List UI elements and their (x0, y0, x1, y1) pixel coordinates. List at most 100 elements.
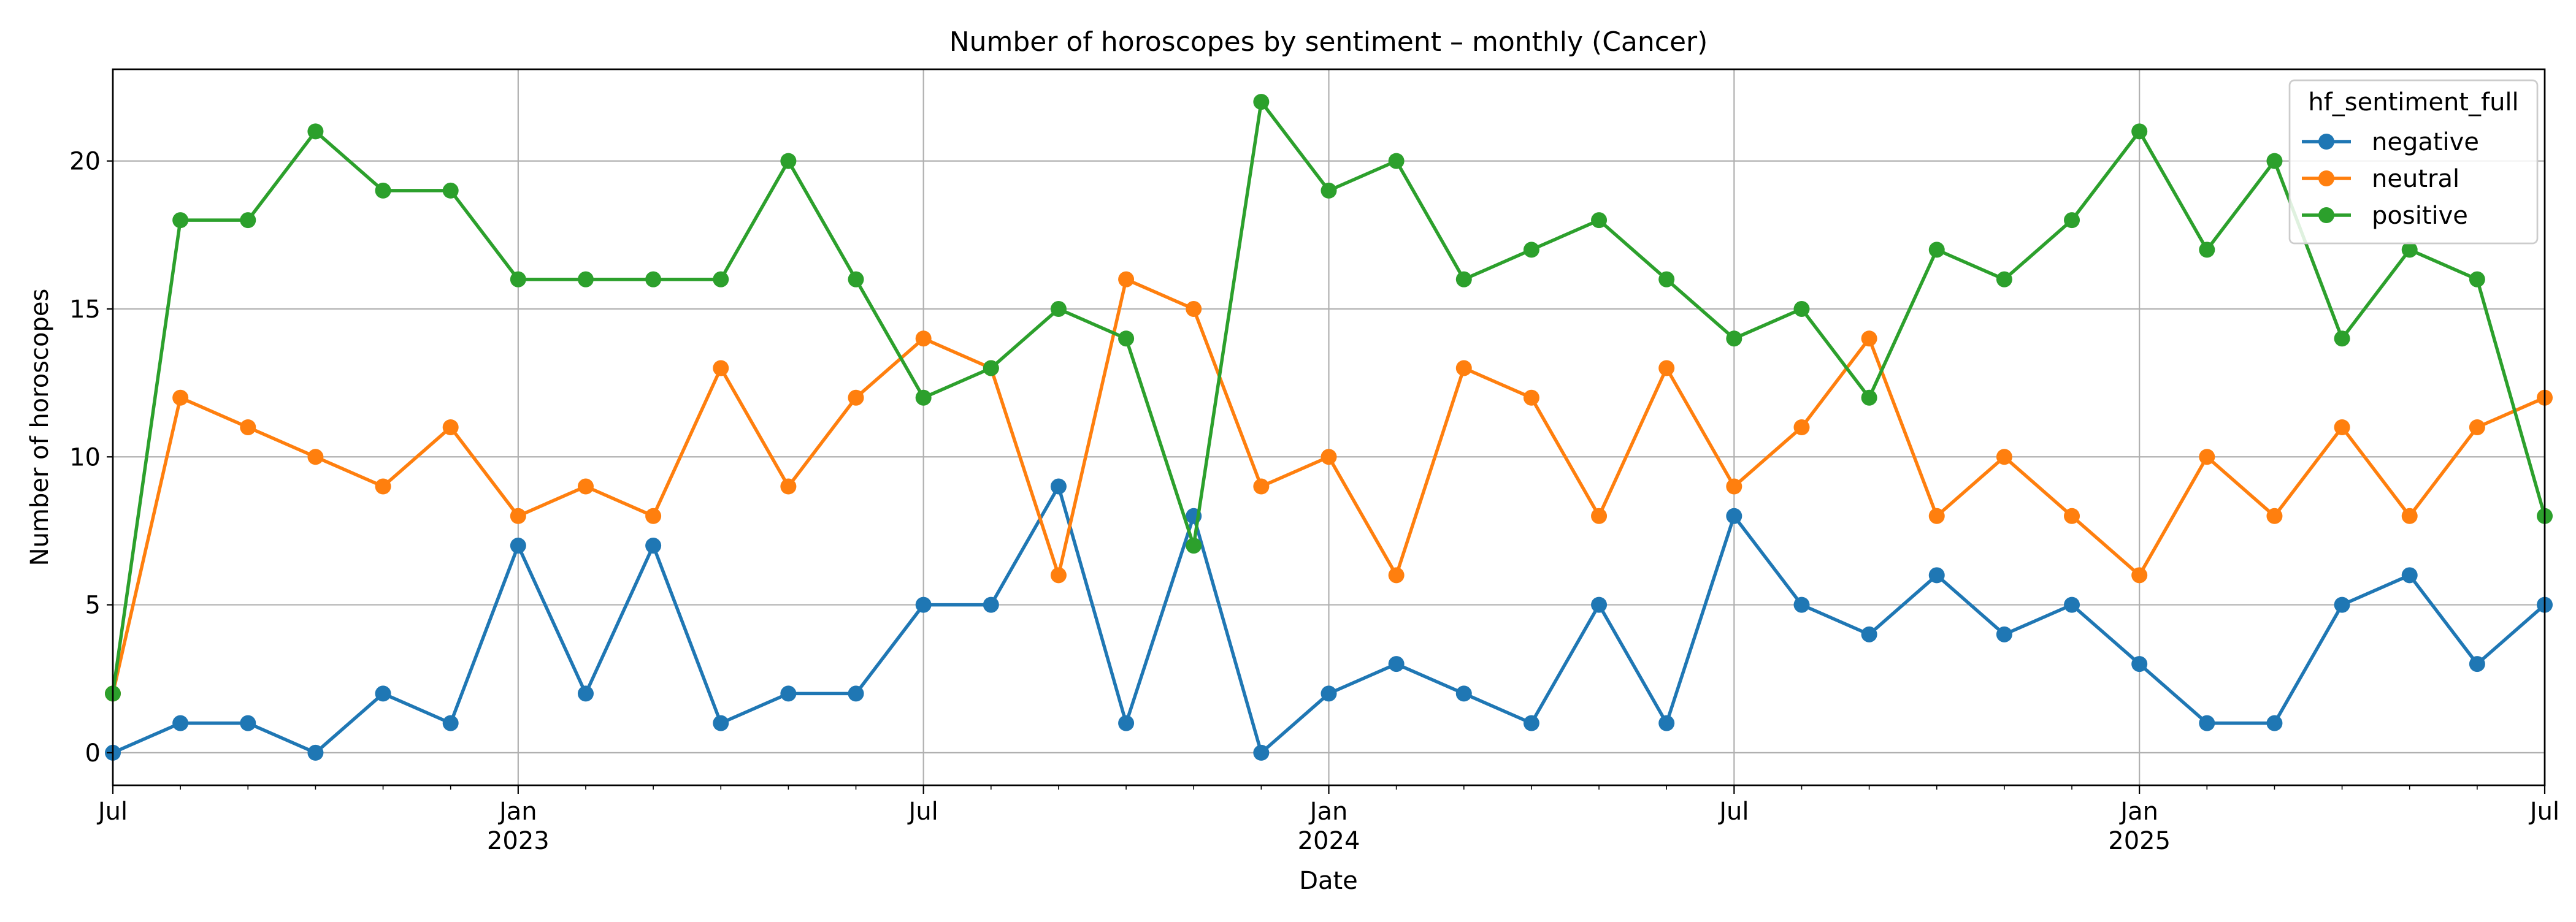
data-point-positive (2334, 330, 2350, 347)
data-point-neutral (2131, 567, 2148, 584)
data-point-neutral (645, 508, 662, 524)
data-point-neutral (848, 389, 864, 406)
legend-marker-positive (2318, 207, 2334, 223)
data-point-negative (915, 596, 932, 613)
data-point-negative (1388, 656, 1405, 672)
data-point-negative (2199, 715, 2215, 731)
data-point-positive (983, 360, 999, 376)
grid-layer (112, 69, 2546, 785)
data-point-negative (442, 715, 459, 731)
data-point-positive (1050, 300, 1067, 317)
x-tick-label: Jul (907, 798, 938, 826)
data-point-neutral (1253, 478, 1270, 495)
data-point-positive (1996, 271, 2012, 288)
data-point-positive (1861, 389, 1877, 406)
data-point-negative (1793, 596, 1810, 613)
data-point-positive (1388, 153, 1405, 169)
data-point-negative (1523, 715, 1539, 731)
data-point-negative (2469, 656, 2485, 672)
legend: hf_sentiment_full negative neutral positiv… (2288, 79, 2539, 245)
legend-frame (2288, 79, 2539, 245)
data-point-neutral (1928, 508, 1945, 524)
y-tick-label: 20 (69, 148, 101, 176)
legend-marker-negative (2318, 134, 2334, 150)
data-point-positive (1455, 271, 1472, 288)
x-tick-year-label: 2023 (487, 827, 550, 855)
data-point-negative (645, 538, 662, 554)
data-point-neutral (1523, 389, 1539, 406)
data-point-negative (240, 715, 256, 731)
data-point-neutral (1996, 449, 2012, 465)
y-tick-label: 5 (85, 592, 101, 620)
data-point-neutral (1861, 330, 1877, 347)
data-point-positive (2401, 242, 2418, 258)
data-point-positive (510, 271, 526, 288)
legend-label-positive: positive (2372, 202, 2468, 230)
data-point-positive (2131, 123, 2148, 140)
data-point-neutral (2401, 508, 2418, 524)
data-point-neutral (1186, 300, 1202, 317)
data-point-positive (2064, 212, 2080, 229)
data-point-positive (1186, 538, 1202, 554)
x-tick-label: Jul (96, 798, 128, 826)
data-point-neutral (1658, 360, 1675, 376)
y-tick-label: 10 (69, 443, 101, 471)
chart-title: Number of horoscopes by sentiment – mont… (949, 26, 1708, 58)
data-point-negative (1591, 596, 1608, 613)
data-point-negative (848, 685, 864, 702)
data-point-neutral (240, 419, 256, 435)
data-point-positive (2199, 242, 2215, 258)
data-point-neutral (2469, 419, 2485, 435)
data-point-positive (1793, 300, 1810, 317)
data-point-neutral (172, 389, 189, 406)
data-point-positive (645, 271, 662, 288)
data-point-positive (1726, 330, 1742, 347)
data-point-neutral (510, 508, 526, 524)
data-point-positive (1118, 330, 1135, 347)
data-point-positive (1253, 94, 1270, 110)
data-point-negative (1928, 567, 1945, 584)
x-axis-label: Date (1299, 867, 1358, 895)
data-point-negative (172, 715, 189, 731)
data-point-positive (713, 271, 729, 288)
y-tick-label: 15 (69, 295, 101, 324)
data-point-negative (1050, 478, 1067, 495)
data-point-positive (442, 182, 459, 199)
data-point-negative (1861, 626, 1877, 642)
x-tick-label: Jul (1717, 798, 1749, 826)
data-point-neutral (780, 478, 797, 495)
x-tick-label: Jan (497, 798, 537, 826)
data-point-negative (1658, 715, 1675, 731)
data-point-negative (1118, 715, 1135, 731)
data-point-positive (848, 271, 864, 288)
data-point-positive (240, 212, 256, 229)
data-point-positive (2266, 153, 2283, 169)
data-point-positive (172, 212, 189, 229)
data-point-negative (2334, 596, 2350, 613)
data-point-neutral (915, 330, 932, 347)
data-point-positive (1591, 212, 1608, 229)
data-point-negative (2266, 715, 2283, 731)
data-point-negative (983, 596, 999, 613)
series-layer (105, 94, 2553, 761)
data-point-positive (1321, 182, 1337, 199)
data-point-negative (2131, 656, 2148, 672)
data-point-negative (1726, 508, 1742, 524)
data-point-neutral (1591, 508, 1608, 524)
data-point-positive (375, 182, 391, 199)
data-point-negative (307, 744, 324, 761)
data-point-neutral (2064, 508, 2080, 524)
x-tick-label: Jul (2528, 798, 2559, 826)
data-point-neutral (442, 419, 459, 435)
x-tick-year-label: 2024 (1298, 827, 1360, 855)
x-tick-label: Jan (1308, 798, 1348, 826)
data-point-negative (1253, 744, 1270, 761)
data-point-negative (2064, 596, 2080, 613)
data-point-neutral (1050, 567, 1067, 584)
data-point-neutral (577, 478, 594, 495)
data-point-neutral (1455, 360, 1472, 376)
legend-marker-neutral (2318, 170, 2334, 186)
data-point-positive (2469, 271, 2485, 288)
data-point-neutral (713, 360, 729, 376)
